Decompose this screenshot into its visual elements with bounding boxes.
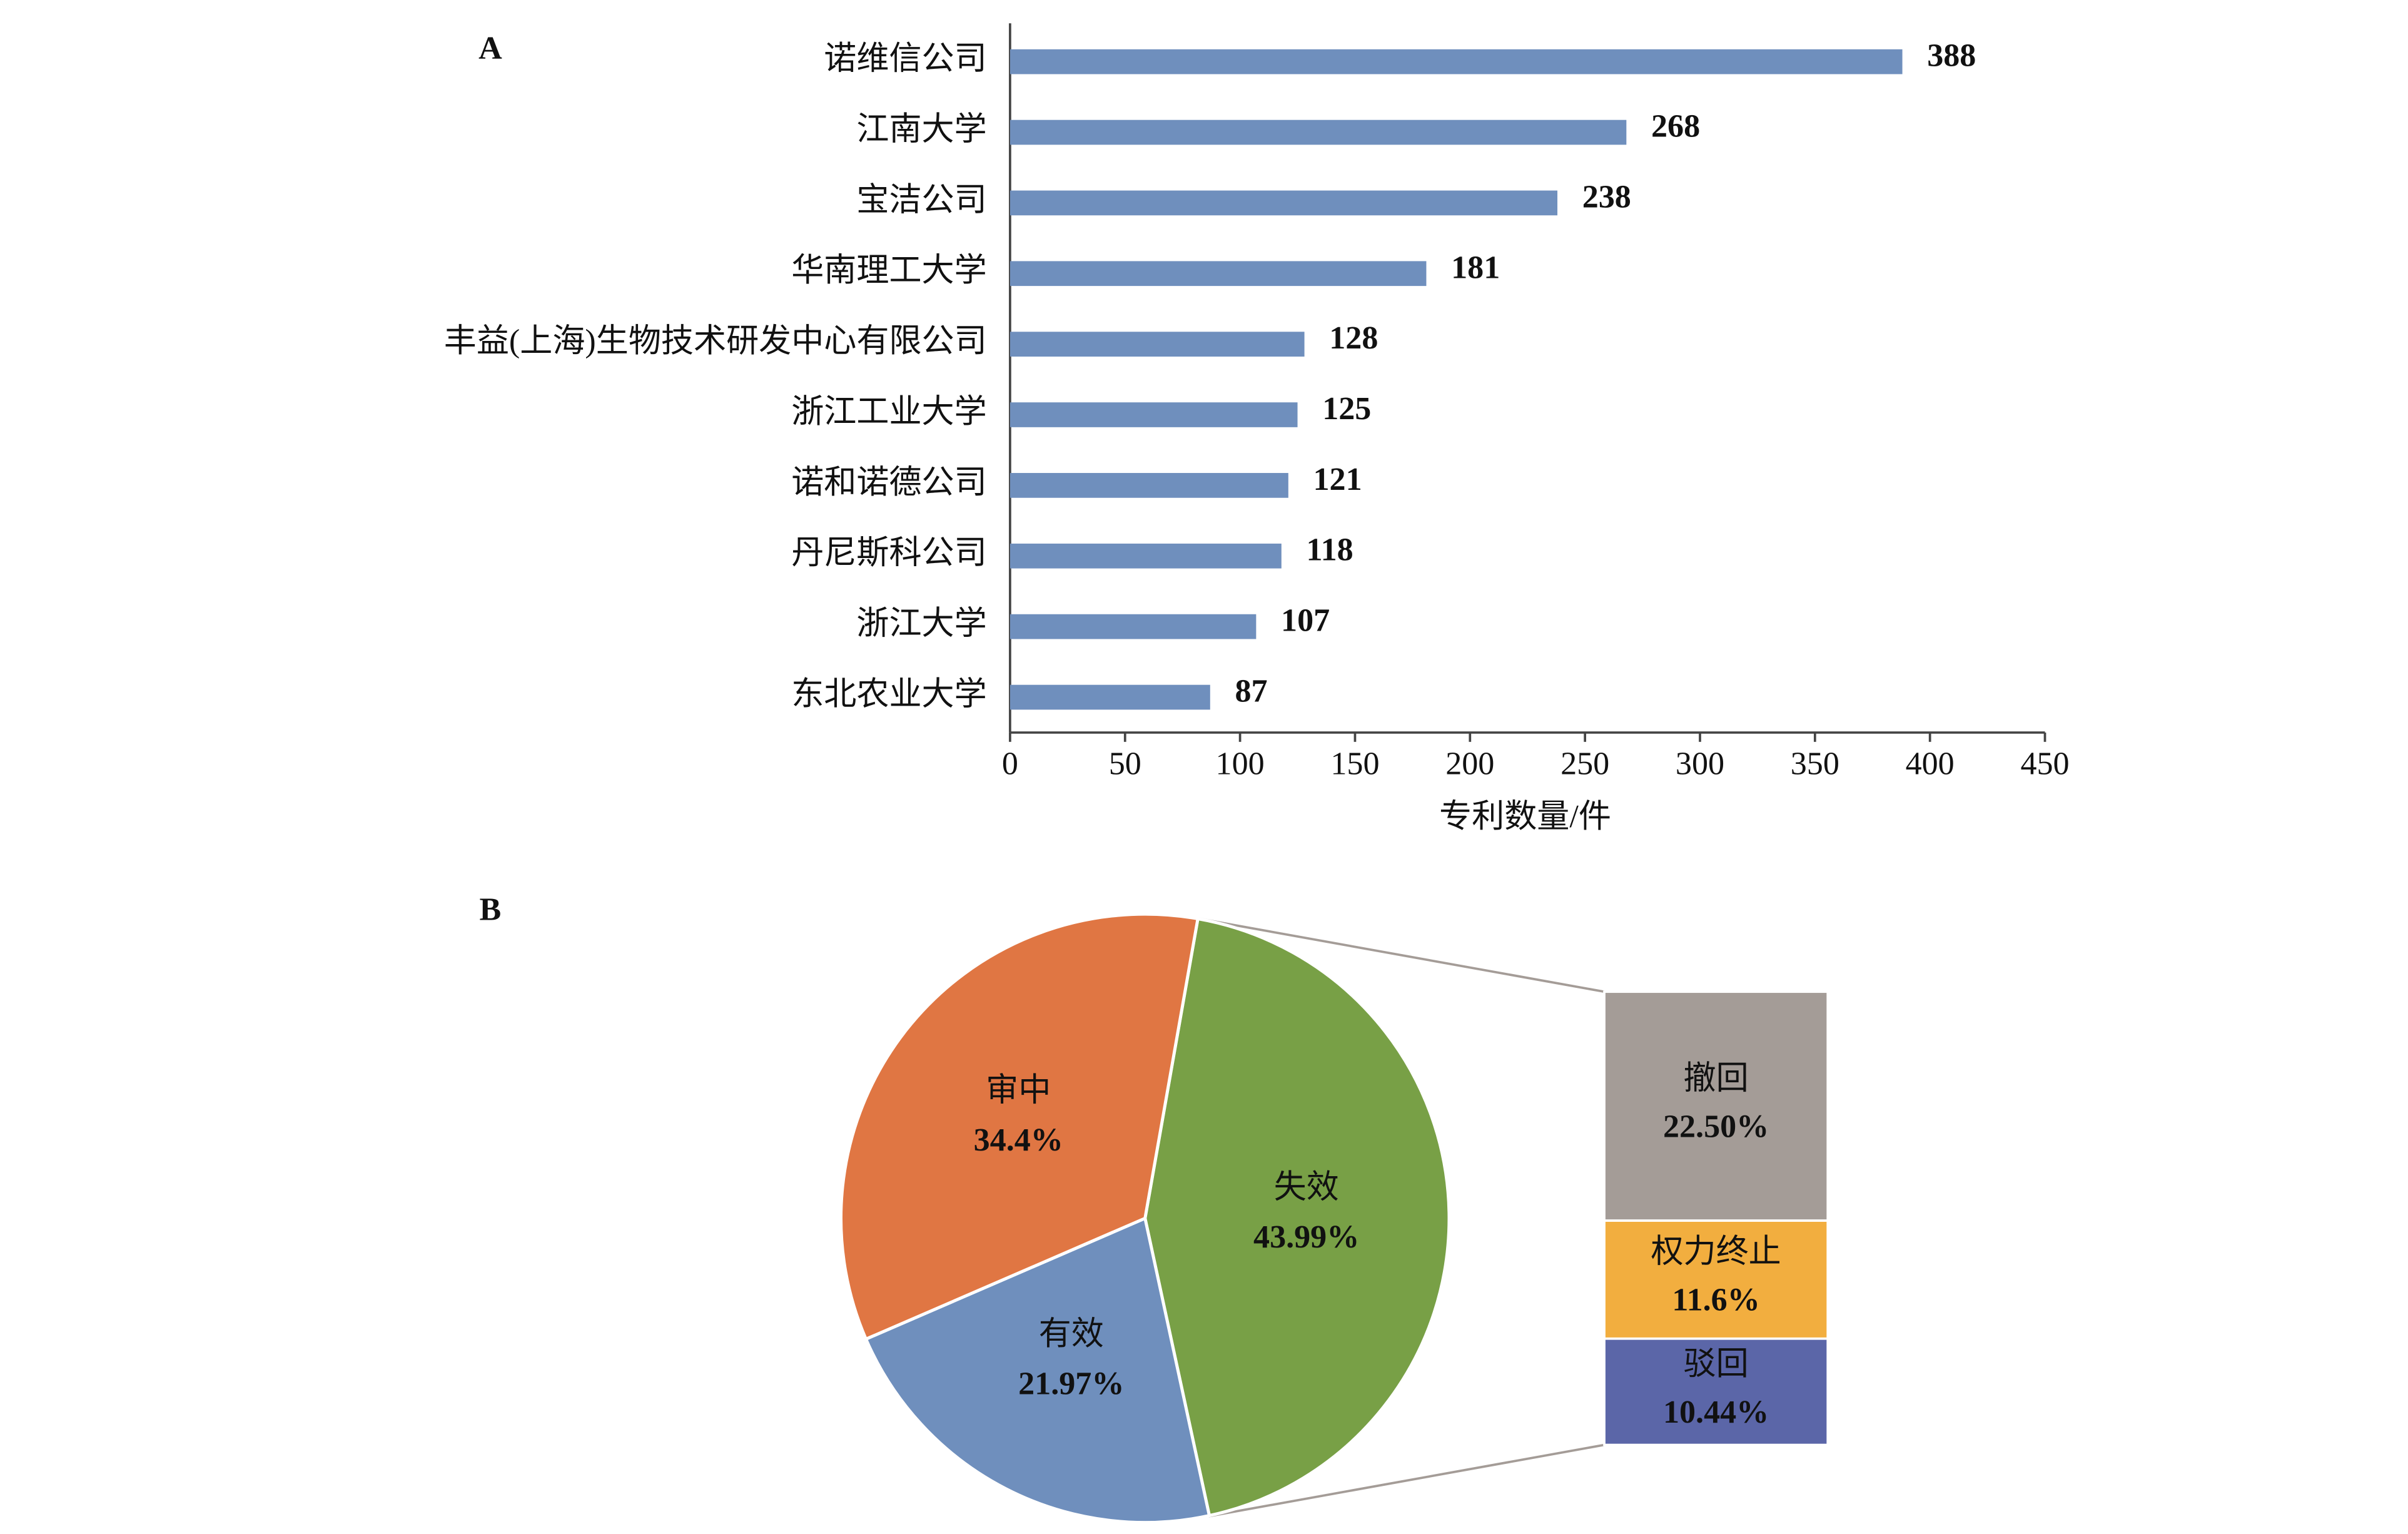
y-tick-label: 诺和诺德公司	[791, 465, 986, 500]
y-tick-label: 东北农业大学	[791, 676, 986, 712]
bar	[1009, 473, 1288, 498]
y-tick-label: 诺维信公司	[824, 41, 986, 77]
value-label: 107	[1281, 603, 1330, 639]
x-tick-label: 400	[1906, 746, 1955, 781]
bar	[1009, 402, 1298, 427]
y-tick-label: 华南理工大学	[791, 253, 986, 288]
breakdown-bar	[1603, 1337, 1829, 1446]
value-label: 128	[1329, 320, 1378, 356]
bar	[1009, 261, 1427, 287]
x-tick-label: 250	[1561, 746, 1609, 781]
bar	[1009, 543, 1282, 569]
y-tick-label: 浙江工业大学	[791, 394, 986, 430]
value-label: 268	[1651, 109, 1700, 145]
panel-label: A	[478, 31, 502, 66]
breakdown-label: 驳回	[1684, 1346, 1749, 1382]
x-tick-label: 200	[1445, 746, 1494, 781]
breakdown-bar	[1603, 990, 1829, 1222]
y-tick-label: 江南大学	[856, 111, 986, 147]
pie-slice	[1143, 917, 1451, 1518]
x-tick-label: 300	[1676, 746, 1724, 781]
y-tick-label: 浙江大学	[856, 606, 986, 642]
pie-slice	[839, 912, 1200, 1341]
breakdown-label: 权力终止	[1651, 1234, 1781, 1270]
bar	[1009, 614, 1257, 639]
bar	[1009, 119, 1627, 145]
connector	[1199, 917, 1605, 993]
bar	[1009, 332, 1305, 357]
slice-value: 21.97%	[1018, 1366, 1124, 1401]
pie-slice	[864, 1216, 1212, 1525]
y-tick-label: 丰益(上海)生物技术研发中心有限公司	[444, 323, 987, 359]
bar	[1009, 49, 1903, 74]
x-tick-label: 350	[1791, 746, 1839, 781]
slice-label: 失效	[1274, 1170, 1339, 1206]
breakdown-value: 22.50%	[1663, 1109, 1769, 1144]
y-tick-label: 宝洁公司	[856, 182, 986, 218]
y-tick-label: 丹尼斯科公司	[791, 536, 986, 571]
value-label: 121	[1313, 462, 1362, 497]
x-tick-label: 450	[2020, 746, 2069, 781]
x-axis-title: 专利数量/件	[1439, 799, 1611, 835]
bar	[1009, 190, 1558, 216]
value-label: 125	[1322, 391, 1371, 427]
breakdown-value: 10.44%	[1663, 1394, 1769, 1430]
breakdown-label: 撤回	[1684, 1060, 1749, 1096]
slice-label: 审中	[986, 1073, 1051, 1109]
bar	[1009, 684, 1210, 710]
panel-label: B	[480, 892, 502, 928]
slice-value: 43.99%	[1253, 1219, 1359, 1255]
x-tick-label: 100	[1216, 746, 1265, 781]
value-label: 238	[1582, 179, 1631, 215]
slice-label: 有效	[1039, 1316, 1104, 1352]
slice-value: 34.4%	[974, 1122, 1063, 1158]
x-tick-label: 150	[1330, 746, 1379, 781]
breakdown-bar	[1603, 1219, 1829, 1340]
value-label: 118	[1306, 532, 1353, 568]
x-tick-label: 50	[1109, 746, 1141, 781]
value-label: 87	[1235, 673, 1267, 709]
value-label: 181	[1451, 250, 1500, 285]
x-tick-label: 0	[1002, 746, 1018, 781]
value-label: 388	[1927, 38, 1976, 74]
breakdown-value: 11.6%	[1672, 1283, 1759, 1318]
connector	[1208, 1443, 1605, 1518]
